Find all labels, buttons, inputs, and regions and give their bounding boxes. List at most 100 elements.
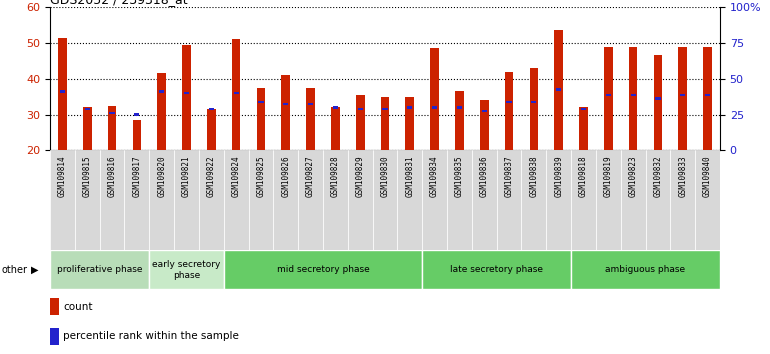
Bar (654, 56, 662, 150)
Bar (655, 97, 661, 100)
Bar (671, 150, 695, 250)
Bar (554, 30, 563, 150)
Text: GSM109836: GSM109836 (480, 155, 489, 197)
Bar (224, 250, 422, 290)
Bar (233, 92, 239, 95)
Bar (308, 103, 313, 105)
Text: GSM109830: GSM109830 (380, 155, 390, 197)
Bar (373, 150, 397, 250)
Bar (507, 101, 511, 103)
Text: GSM109827: GSM109827 (306, 155, 315, 197)
Text: late secretory phase: late secretory phase (450, 266, 543, 274)
Bar (207, 109, 216, 150)
Bar (184, 92, 189, 95)
Bar (75, 150, 99, 250)
Text: GDS2052 / 239318_at: GDS2052 / 239318_at (50, 0, 188, 6)
Bar (604, 46, 613, 150)
Bar (629, 46, 638, 150)
Text: GSM109831: GSM109831 (405, 155, 414, 197)
Bar (83, 108, 92, 150)
Bar (273, 150, 298, 250)
Text: GSM109814: GSM109814 (58, 155, 67, 197)
Bar (457, 106, 462, 109)
Bar (333, 106, 338, 109)
Bar (60, 90, 65, 92)
Bar (556, 88, 561, 91)
Text: mid secretory phase: mid secretory phase (276, 266, 370, 274)
Bar (596, 150, 621, 250)
Bar (182, 45, 191, 150)
Text: GSM109821: GSM109821 (182, 155, 191, 197)
Bar (85, 108, 90, 110)
Bar (108, 105, 116, 150)
Text: count: count (63, 302, 93, 312)
Text: GSM109837: GSM109837 (504, 155, 514, 197)
Bar (430, 48, 439, 150)
Bar (356, 95, 364, 150)
Bar (703, 46, 712, 150)
Bar (680, 94, 685, 96)
Text: GSM109815: GSM109815 (82, 155, 92, 197)
Bar (422, 250, 571, 290)
Bar (283, 103, 288, 105)
Bar (323, 150, 348, 250)
Bar (50, 150, 75, 250)
Text: GSM109824: GSM109824 (232, 155, 241, 197)
Bar (521, 150, 546, 250)
Bar (99, 150, 125, 250)
Bar (571, 250, 720, 290)
Bar (581, 108, 586, 110)
Text: GSM109817: GSM109817 (132, 155, 142, 197)
Bar (571, 150, 596, 250)
Bar (482, 110, 487, 112)
Bar (579, 108, 588, 150)
Text: other: other (2, 265, 28, 275)
Text: GSM109828: GSM109828 (331, 155, 340, 197)
Bar (357, 108, 363, 110)
Bar (472, 150, 497, 250)
Bar (331, 108, 340, 150)
Text: early secretory
phase: early secretory phase (152, 260, 221, 280)
Bar (606, 94, 611, 96)
Bar (209, 108, 214, 110)
Text: GSM109834: GSM109834 (430, 155, 439, 197)
Bar (174, 150, 199, 250)
Bar (447, 150, 472, 250)
Bar (531, 101, 537, 103)
Bar (380, 97, 390, 150)
Text: GSM109832: GSM109832 (654, 155, 662, 197)
Text: GSM109822: GSM109822 (207, 155, 216, 197)
Bar (149, 250, 224, 290)
Bar (407, 106, 413, 109)
Bar (678, 46, 687, 150)
Bar (397, 150, 422, 250)
Bar (406, 97, 414, 150)
Text: GSM109825: GSM109825 (256, 155, 266, 197)
Text: percentile rank within the sample: percentile rank within the sample (63, 331, 239, 341)
Bar (306, 88, 315, 150)
Text: ▶: ▶ (31, 265, 38, 275)
Text: GSM109820: GSM109820 (157, 155, 166, 197)
Text: GSM109826: GSM109826 (281, 155, 290, 197)
Text: GSM109816: GSM109816 (108, 155, 116, 197)
Bar (546, 150, 571, 250)
Bar (50, 328, 59, 345)
Bar (50, 298, 59, 315)
Bar (530, 68, 538, 150)
Bar (125, 150, 149, 250)
Bar (480, 100, 489, 150)
Bar (348, 150, 373, 250)
Bar (249, 150, 273, 250)
Bar (50, 250, 149, 290)
Bar (159, 90, 164, 92)
Text: GSM109829: GSM109829 (356, 155, 365, 197)
Bar (645, 150, 671, 250)
Bar (149, 150, 174, 250)
Bar (109, 112, 115, 114)
Bar (631, 94, 636, 96)
Text: GSM109840: GSM109840 (703, 155, 712, 197)
Bar (224, 150, 249, 250)
Bar (157, 73, 166, 150)
Text: GSM109818: GSM109818 (579, 155, 588, 197)
Bar (621, 150, 645, 250)
